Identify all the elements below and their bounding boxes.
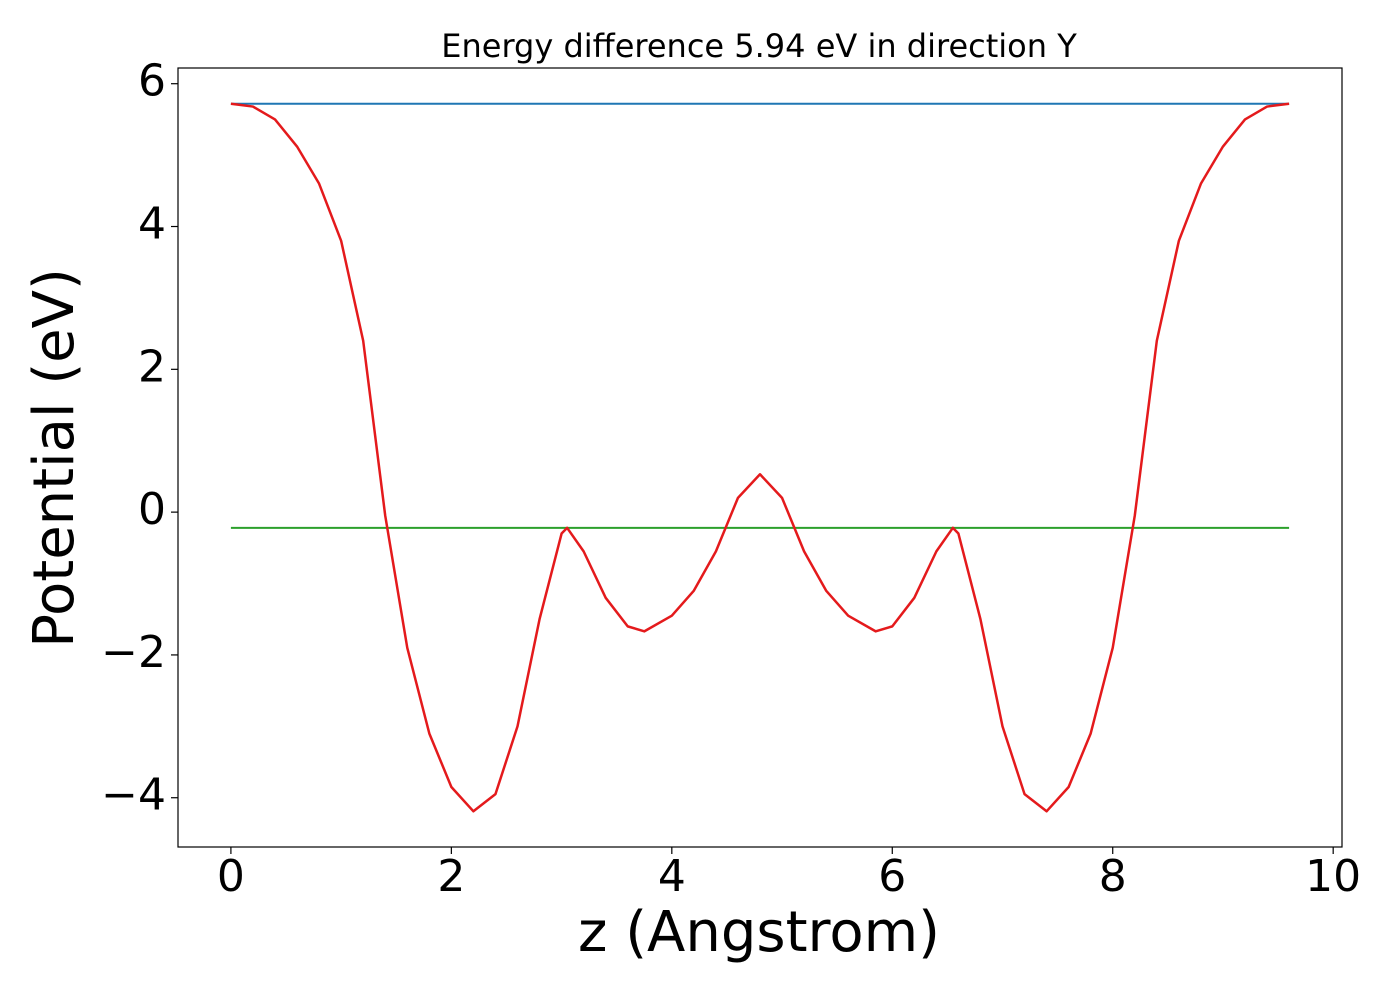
x-tick-label: 6: [878, 851, 906, 902]
chart-title: Energy difference 5.94 eV in direction Y: [441, 27, 1077, 65]
y-axis-label: Potential (eV): [22, 268, 87, 648]
y-tick-label: 2: [138, 341, 166, 392]
plot-area: [230, 102, 1290, 813]
y-tick-label: −4: [101, 770, 166, 821]
y-tick-label: 0: [138, 484, 166, 535]
x-tick-label: 4: [658, 851, 686, 902]
x-tick-label: 10: [1305, 851, 1361, 902]
x-tick-label: 0: [217, 851, 245, 902]
x-tick-label: 2: [437, 851, 465, 902]
y-tick-label: 4: [138, 199, 166, 250]
x-tick-label: 8: [1099, 851, 1127, 902]
axes-frame: [177, 67, 1343, 848]
series-line: [230, 102, 1290, 813]
y-tick-label: 6: [138, 56, 166, 107]
x-axis-label: z (Angstrom): [578, 900, 940, 965]
y-tick-label: −2: [101, 627, 166, 678]
